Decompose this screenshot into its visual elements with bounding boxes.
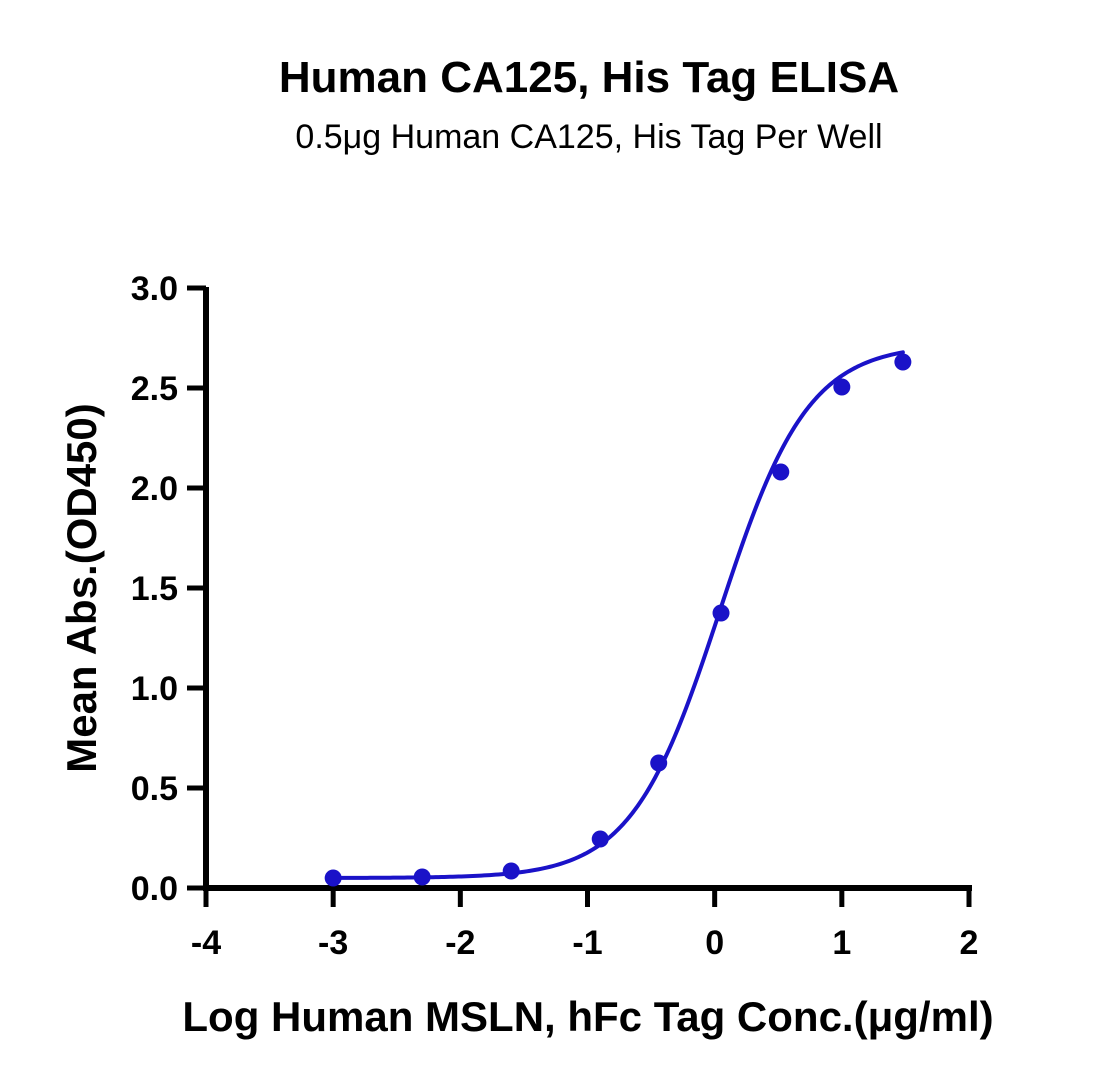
y-axis-ticks: 0.0 0.5 1.0 1.5 2.0 2.5 3.0: [131, 270, 206, 908]
y-tick-label: 0.0: [131, 870, 178, 908]
fit-curve-line: [331, 350, 905, 880]
x-tick-label: -3: [318, 924, 348, 962]
x-axis-ticks: -4 -3 -2 -1 0 1 2: [191, 888, 979, 962]
y-tick-label: 2.5: [131, 370, 178, 408]
x-tick-label: 2: [960, 924, 979, 962]
data-point: [650, 754, 668, 772]
chart-subtitle: 0.5μg Human CA125, His Tag Per Well: [295, 118, 883, 156]
data-point: [591, 830, 609, 848]
x-tick-label: -4: [191, 924, 221, 962]
x-tick-label: 1: [832, 924, 851, 962]
y-tick-label: 1.5: [131, 570, 178, 608]
data-point: [833, 378, 851, 396]
x-tick-label: 0: [705, 924, 724, 962]
x-axis-label: Log Human MSLN, hFc Tag Conc.(μg/ml): [182, 993, 993, 1040]
y-tick-label: 1.0: [131, 670, 178, 708]
data-point: [413, 868, 431, 886]
y-tick-label: 3.0: [131, 270, 178, 308]
data-point: [502, 862, 520, 880]
chart-title: Human CA125, His Tag ELISA: [278, 53, 900, 102]
x-tick-label: -1: [572, 924, 602, 962]
y-tick-label: 2.0: [131, 470, 178, 508]
y-tick-label: 0.5: [131, 770, 178, 808]
y-axis-label: Mean Abs.(OD450): [58, 403, 105, 773]
data-point: [894, 353, 912, 371]
data-point: [324, 869, 342, 887]
data-points: [324, 353, 912, 887]
x-tick-label: -2: [445, 924, 475, 962]
data-point: [712, 604, 730, 622]
data-point: [772, 463, 790, 481]
